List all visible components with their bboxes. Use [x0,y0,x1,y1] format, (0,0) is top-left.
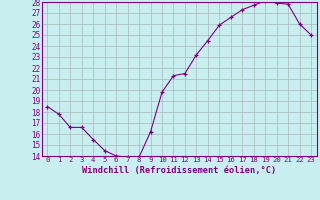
X-axis label: Windchill (Refroidissement éolien,°C): Windchill (Refroidissement éolien,°C) [82,166,276,175]
